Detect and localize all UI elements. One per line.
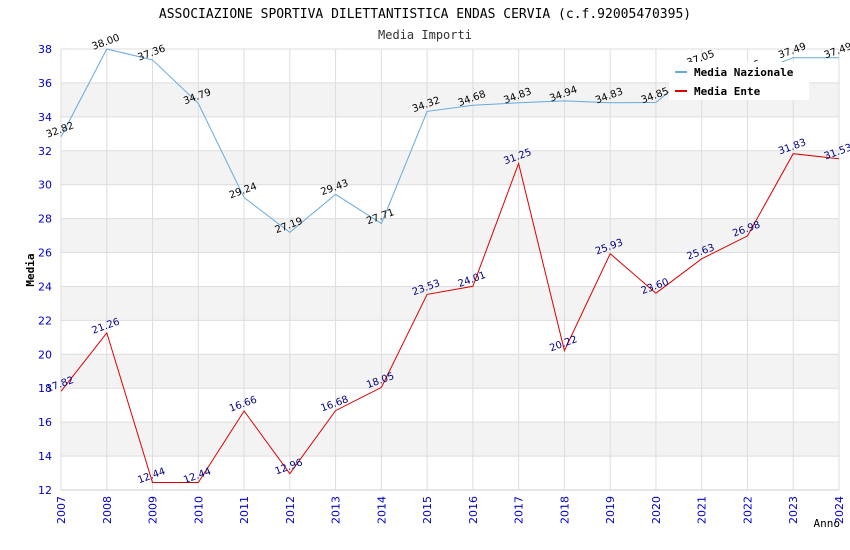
background-bands [61,49,839,490]
band [61,422,839,457]
x-tick-label: 2022 [741,496,754,524]
x-axis-label: Anno [814,517,841,530]
band [61,150,839,185]
band [61,354,839,389]
series-line-media-ente [60,153,840,483]
y-tick-label: 32 [38,145,52,158]
x-tick-label: 2017 [513,496,526,524]
y-tick-label: 12 [38,484,52,497]
x-tick-labels: 2007 2008 2009 2010 2011 2012 2013 2014 2015 2016… [55,496,846,524]
x-tick-label: 2014 [375,496,388,524]
y-tick-label: 30 [38,179,52,192]
legend-box [669,62,809,100]
chart-title: ASSOCIAZIONE SPORTIVA DILETTANTISTICA EN… [159,7,691,22]
y-tick-label: 18 [38,382,52,395]
y-tick-label: 36 [38,77,52,90]
x-tick-label: 2019 [604,496,617,524]
x-tick-label: 2007 [55,496,68,524]
band [61,320,839,355]
x-tick-label: 2024 [833,496,846,524]
y-tick-label: 14 [38,450,52,463]
y-tick-label: 34 [38,111,52,124]
x-tick-label: 2023 [787,496,800,524]
band [61,456,839,490]
legend-label: Media Ente [694,85,761,98]
chart-subtitle: Media Importi [378,28,472,42]
x-tick-label: 2010 [192,496,205,524]
legend: Media Nazionale Media Ente [669,62,809,100]
y-tick-label: 22 [38,314,52,327]
x-tick-label: 2018 [558,496,571,524]
y-tick-label: 20 [38,348,52,361]
x-tick-label: 2009 [147,496,160,524]
band [61,252,839,287]
y-tick-label: 16 [38,416,52,429]
grid-lines [60,48,840,491]
x-tick-label: 2013 [330,496,343,524]
y-tick-label: 24 [38,280,52,293]
band [61,388,839,423]
band [61,286,839,321]
x-tick-label: 2011 [238,496,251,524]
y-tick-labels: 12 14 16 18 20 22 24 26 28 30 32 34 36 38 [38,43,52,497]
x-tick-label: 2020 [650,496,663,524]
y-tick-label: 26 [38,247,52,260]
x-tick-label: 2008 [101,496,114,524]
y-axis-label: Media [24,253,37,286]
y-tick-label: 28 [38,213,52,226]
x-tick-label: 2016 [467,496,480,524]
band [61,218,839,253]
x-tick-label: 2015 [421,496,434,524]
legend-label: Media Nazionale [694,66,794,79]
band [61,116,839,151]
x-tick-label: 2021 [696,496,709,524]
band [61,184,839,219]
x-tick-label: 2012 [284,496,297,524]
y-tick-label: 38 [38,43,52,56]
